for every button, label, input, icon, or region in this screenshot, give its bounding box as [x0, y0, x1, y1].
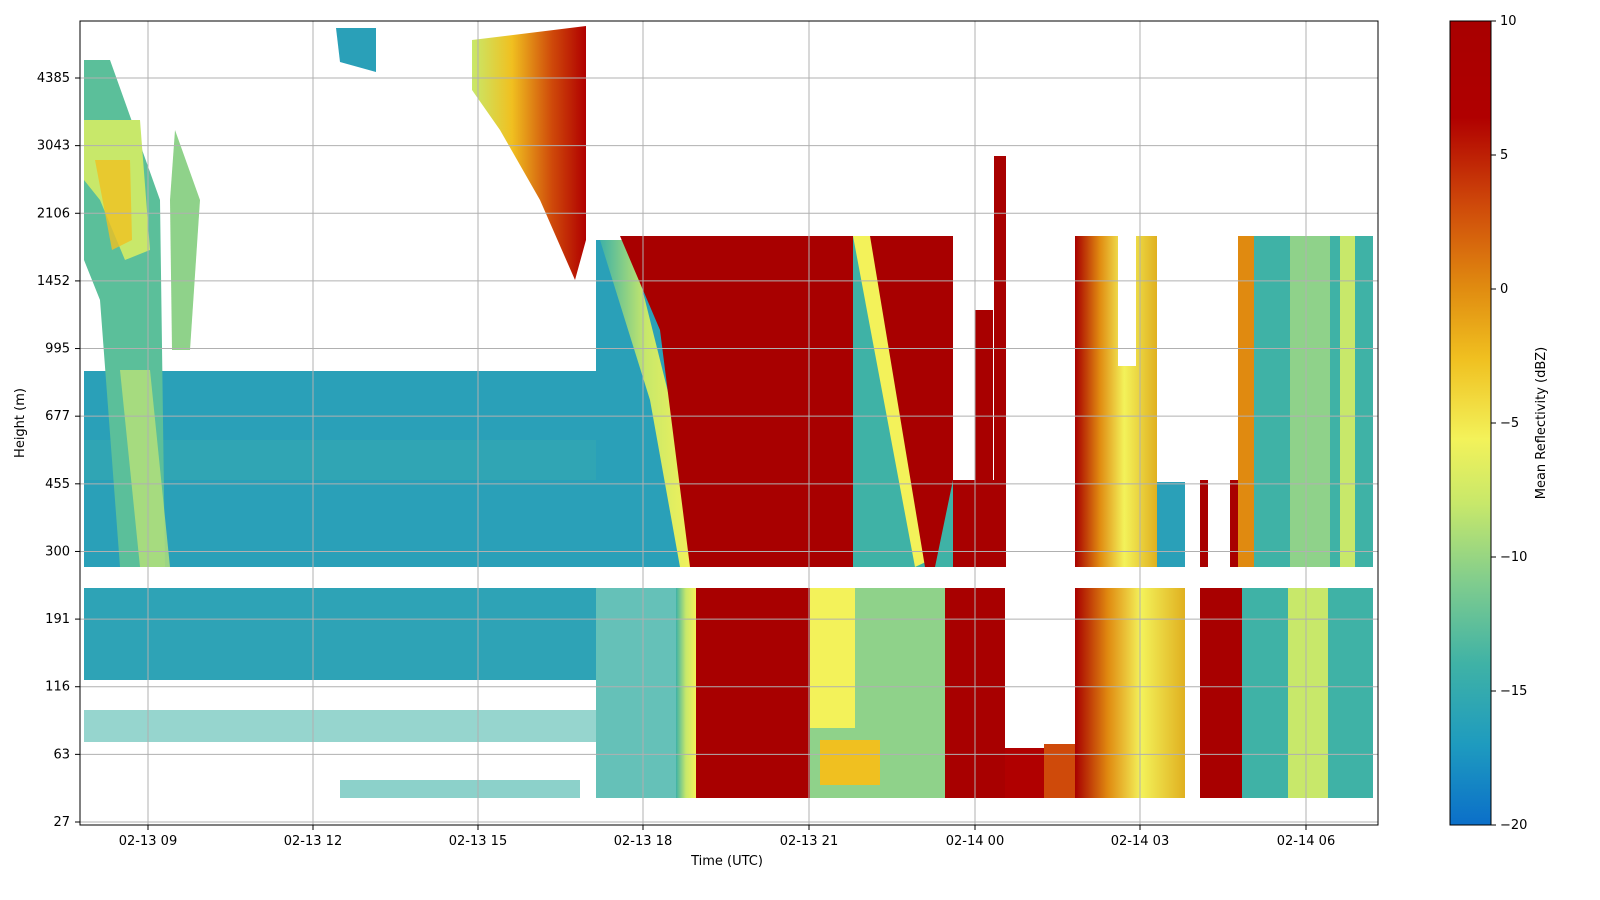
x-tick-label: 02-13 12 [284, 834, 342, 849]
heatmap-cell [84, 710, 596, 742]
y-tick-label: 2106 [37, 206, 70, 221]
heatmap-cell [1340, 236, 1355, 567]
colorbar-tick-label: 0 [1500, 282, 1508, 297]
heatmap-cell [596, 588, 686, 798]
x-tick-label: 02-13 21 [780, 834, 838, 849]
y-tick-label: 300 [45, 544, 70, 559]
heatmap-cell [994, 156, 1006, 567]
plot-area: 02-13 09 02-13 12 02-13 15 02-13 18 02-13 21… [13, 20, 1379, 869]
y-tick-label: 1452 [37, 274, 70, 289]
colorbar-tick-label: 5 [1500, 148, 1508, 163]
heatmap-cell [1075, 236, 1157, 567]
colorbar-label: Mean Reflectivity (dBZ) [1534, 347, 1549, 500]
colorbar-tick-label: 10 [1500, 14, 1517, 29]
heatmap-cell [600, 240, 692, 567]
heatmap-cell [1044, 744, 1075, 798]
x-tick-label: 02-14 06 [1277, 834, 1335, 849]
y-tick-label: 4385 [37, 71, 70, 86]
colorbar-gradient [1449, 20, 1492, 826]
heatmap-cell [810, 588, 855, 728]
x-tick-label: 02-13 09 [119, 834, 177, 849]
plot-frame [79, 20, 1379, 826]
heatmap-cell [1290, 236, 1330, 567]
heatmap-cell [1200, 588, 1242, 798]
colorbar-tick-label: −10 [1500, 550, 1527, 565]
y-tick-label: 995 [45, 342, 70, 357]
x-axis-label: Time (UTC) [690, 854, 763, 869]
heatmap-cell [820, 740, 880, 785]
y-tick-label: 677 [45, 409, 70, 424]
heatmap-cell [84, 588, 596, 680]
heatmap-cell [1288, 588, 1328, 798]
heatmap-cell [1200, 480, 1208, 567]
heatmap-cell [1157, 482, 1185, 567]
heatmap-cell [1118, 236, 1136, 366]
y-tick-label: 455 [45, 477, 70, 492]
heatmap-cell [975, 310, 993, 567]
colorbar-tick-label: −5 [1500, 416, 1519, 431]
heatmap-cell [472, 26, 586, 280]
colorbar-tick-label: −20 [1500, 818, 1527, 833]
x-tick-label: 02-13 15 [449, 834, 507, 849]
y-axis: 27 63 116 191 300 455 677 995 1452 2106 3043 4385 [37, 71, 80, 830]
heatmap-cell [1075, 588, 1185, 798]
colorbar: 10 5 0 −5 −10 −15 −20 Mean Reflectivity (dBZ) [1449, 14, 1549, 833]
y-tick-label: 3043 [37, 139, 70, 154]
heatmap-cell [84, 440, 596, 480]
x-axis: 02-13 09 02-13 12 02-13 15 02-13 18 02-13 21… [119, 825, 1335, 849]
grid-lines [80, 21, 1378, 825]
y-tick-label: 27 [53, 815, 70, 830]
heatmap-cell [336, 28, 376, 72]
x-tick-label: 02-14 03 [1111, 834, 1169, 849]
heatmap-cell [340, 780, 580, 798]
x-tick-label: 02-14 00 [946, 834, 1004, 849]
heatmap-cell [1238, 236, 1254, 567]
y-tick-label: 191 [45, 612, 70, 627]
heatmap-cell [120, 370, 170, 567]
heatmap-cell [95, 160, 132, 250]
y-axis-label: Height (m) [13, 388, 28, 458]
heatmap-cell [690, 588, 810, 798]
heatmap-cell [170, 130, 200, 350]
heatmap-cell [676, 588, 696, 798]
x-tick-label: 02-13 18 [614, 834, 672, 849]
heatmap-cell [1230, 480, 1240, 567]
y-tick-label: 116 [45, 680, 70, 695]
colorbar-tick-label: −15 [1500, 684, 1527, 699]
heatmap-layer [84, 26, 1373, 798]
colorbar-ticks: 10 5 0 −5 −10 −15 −20 [1491, 14, 1527, 833]
y-tick-label: 63 [53, 747, 70, 762]
